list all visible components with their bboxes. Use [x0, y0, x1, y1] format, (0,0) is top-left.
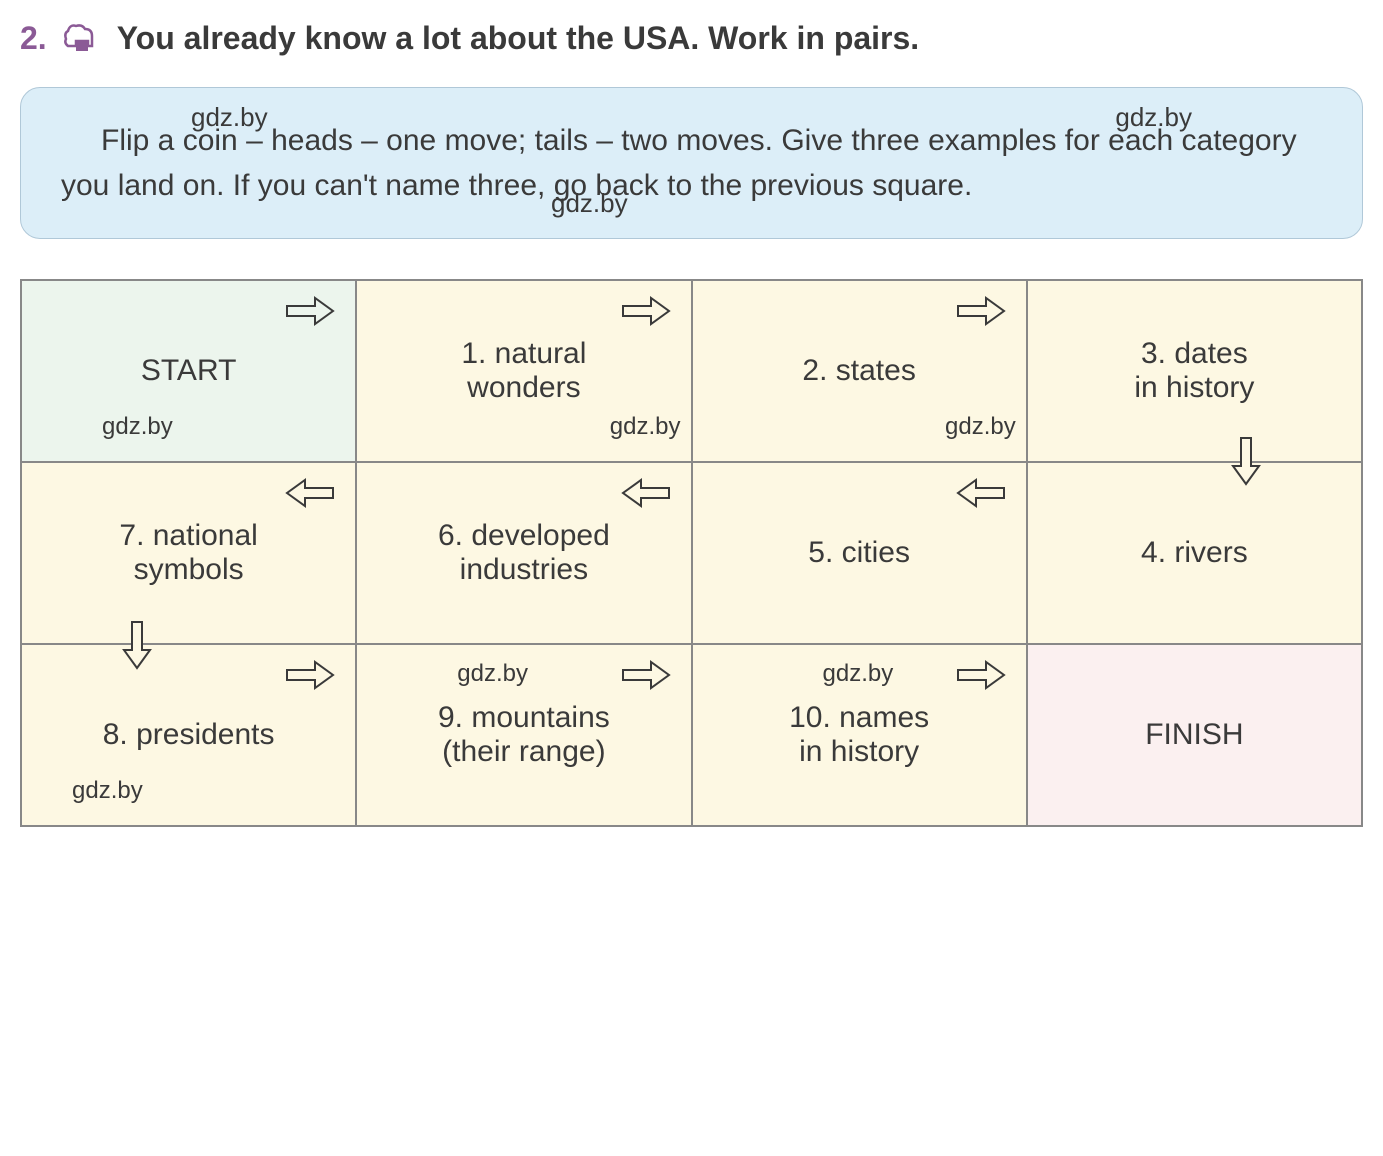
arrow-down-icon — [122, 620, 152, 670]
arrow-right-icon — [285, 660, 335, 690]
arrow-down-icon — [1231, 436, 1261, 486]
watermark: gdz.by — [102, 413, 173, 441]
cloud-icon — [62, 21, 102, 56]
cell-label: 7. nationalsymbols — [119, 519, 257, 587]
board-row-1: START gdz.by 1. naturalwonders gdz.by 2.… — [22, 281, 1361, 463]
cell-label: 6. developedindustries — [438, 519, 610, 587]
arrow-right-icon — [956, 296, 1006, 326]
start-cell: START gdz.by — [22, 281, 357, 461]
cell-label: 4. rivers — [1141, 536, 1248, 570]
watermark: gdz.by — [191, 98, 268, 137]
cell-3: 3. datesin history — [1028, 281, 1361, 461]
game-board: START gdz.by 1. naturalwonders gdz.by 2.… — [20, 279, 1363, 827]
cell-label: START — [141, 354, 237, 388]
watermark: gdz.by — [457, 660, 528, 688]
board-row-3: 8. presidents gdz.by gdz.by 9. mountains… — [22, 645, 1361, 825]
finish-cell: FINISH — [1028, 645, 1361, 825]
watermark: gdz.by — [823, 660, 894, 688]
cell-10: gdz.by 10. namesin history — [693, 645, 1028, 825]
arrow-left-icon — [956, 478, 1006, 508]
arrow-right-icon — [956, 660, 1006, 690]
cell-4: 4. rivers — [1028, 463, 1361, 643]
cell-label: 9. mountains(their range) — [438, 701, 610, 769]
header: 2. You already know a lot about the USA.… — [20, 20, 1363, 57]
question-number: 2. — [20, 20, 47, 57]
cell-label: 10. namesin history — [789, 701, 929, 769]
cell-label: 3. datesin history — [1134, 337, 1254, 405]
cell-9: gdz.by 9. mountains(their range) — [357, 645, 692, 825]
instruction-box: gdz.by gdz.by Flip a coin – heads – one … — [20, 87, 1363, 239]
watermark: gdz.by — [72, 777, 143, 805]
cell-8: 8. presidents gdz.by — [22, 645, 357, 825]
watermark: gdz.by — [945, 413, 1016, 441]
cell-label: 1. naturalwonders — [461, 337, 586, 405]
cell-5: 5. cities — [693, 463, 1028, 643]
arrow-right-icon — [285, 296, 335, 326]
cell-label: 8. presidents — [103, 718, 275, 752]
arrow-right-icon — [621, 660, 671, 690]
arrow-left-icon — [621, 478, 671, 508]
watermark: gdz.by — [610, 413, 681, 441]
cell-6: 6. developedindustries — [357, 463, 692, 643]
arrow-left-icon — [285, 478, 335, 508]
arrow-right-icon — [621, 296, 671, 326]
cell-1: 1. naturalwonders gdz.by — [357, 281, 692, 461]
watermark: gdz.by — [1115, 98, 1192, 137]
cell-label: FINISH — [1145, 718, 1243, 752]
cell-label: 5. cities — [808, 536, 910, 570]
watermark: gdz.by — [551, 184, 628, 223]
cell-2: 2. states gdz.by — [693, 281, 1028, 461]
header-title: You already know a lot about the USA. Wo… — [117, 20, 920, 57]
board-row-2: 7. nationalsymbols 6. developedindustrie… — [22, 463, 1361, 645]
cell-label: 2. states — [802, 354, 915, 388]
cell-7: 7. nationalsymbols — [22, 463, 357, 643]
